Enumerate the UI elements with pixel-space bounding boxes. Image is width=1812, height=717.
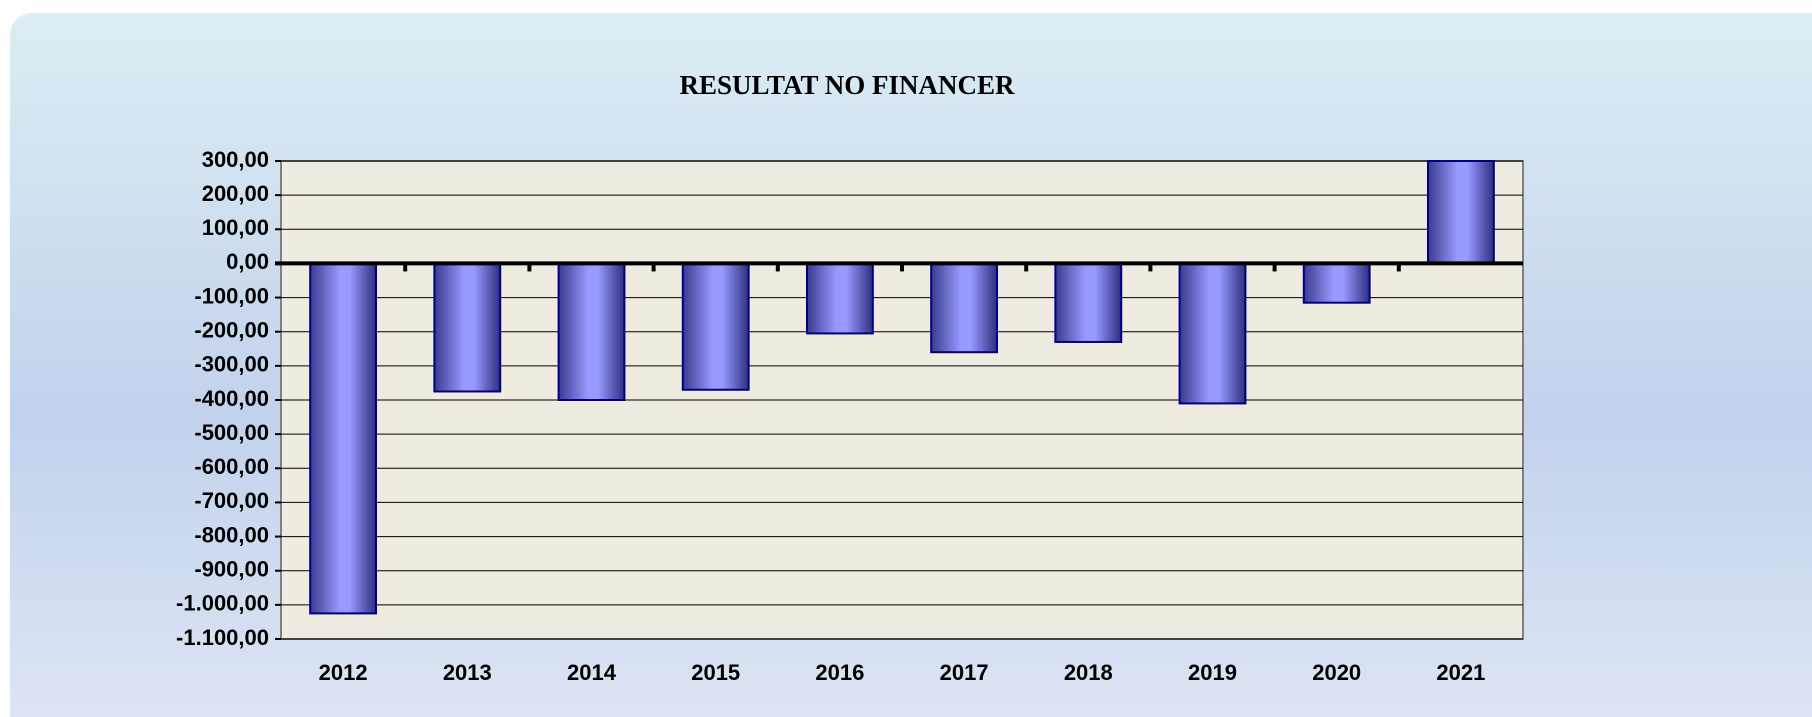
bar <box>930 262 999 354</box>
axis: 300,00 200,00 100,00 0,00 -100,00 -200,00 -300… <box>176 147 1523 685</box>
y-tick-label: -200,00 <box>194 318 269 343</box>
x-tick-label: 2012 <box>319 660 368 685</box>
x-tick-label: 2017 <box>940 660 989 685</box>
x-tick-label: 2021 <box>1436 660 1485 685</box>
x-tick-label: 2018 <box>1064 660 1113 685</box>
y-tick-label: -800,00 <box>194 522 269 547</box>
y-tick-label: 300,00 <box>202 147 269 172</box>
y-tick-label: -100,00 <box>194 283 269 308</box>
bar <box>1054 262 1123 343</box>
y-tick-label: -300,00 <box>194 352 269 377</box>
y-tick-label: 100,00 <box>202 215 269 240</box>
y-tick-label: -400,00 <box>194 386 269 411</box>
bar <box>1178 262 1247 405</box>
y-tick-label: -500,00 <box>194 420 269 445</box>
y-tick-label: -700,00 <box>194 488 269 513</box>
x-tick-label: 2020 <box>1312 660 1361 685</box>
bar <box>805 262 874 335</box>
bar <box>433 262 502 393</box>
y-tick-label: -900,00 <box>194 557 269 582</box>
bar <box>557 262 626 401</box>
x-tick-label: 2013 <box>443 660 492 685</box>
x-tick-label: 2014 <box>567 660 617 685</box>
y-tick-label: -1.100,00 <box>176 625 269 650</box>
x-tick-label: 2019 <box>1188 660 1237 685</box>
bar <box>681 262 750 391</box>
y-tick-label: -600,00 <box>194 454 269 479</box>
y-tick-label: 200,00 <box>202 181 269 206</box>
x-tick-label: 2016 <box>815 660 864 685</box>
bar <box>1302 262 1371 304</box>
bar <box>1426 160 1495 265</box>
x-tick-label: 2015 <box>691 660 740 685</box>
bars <box>309 160 1495 615</box>
chart-title: RESULTAT NO FINANCER <box>679 70 1015 100</box>
bar <box>309 262 378 615</box>
y-tick-label: 0,00 <box>226 249 269 274</box>
y-tick-label: -1.000,00 <box>176 591 269 616</box>
